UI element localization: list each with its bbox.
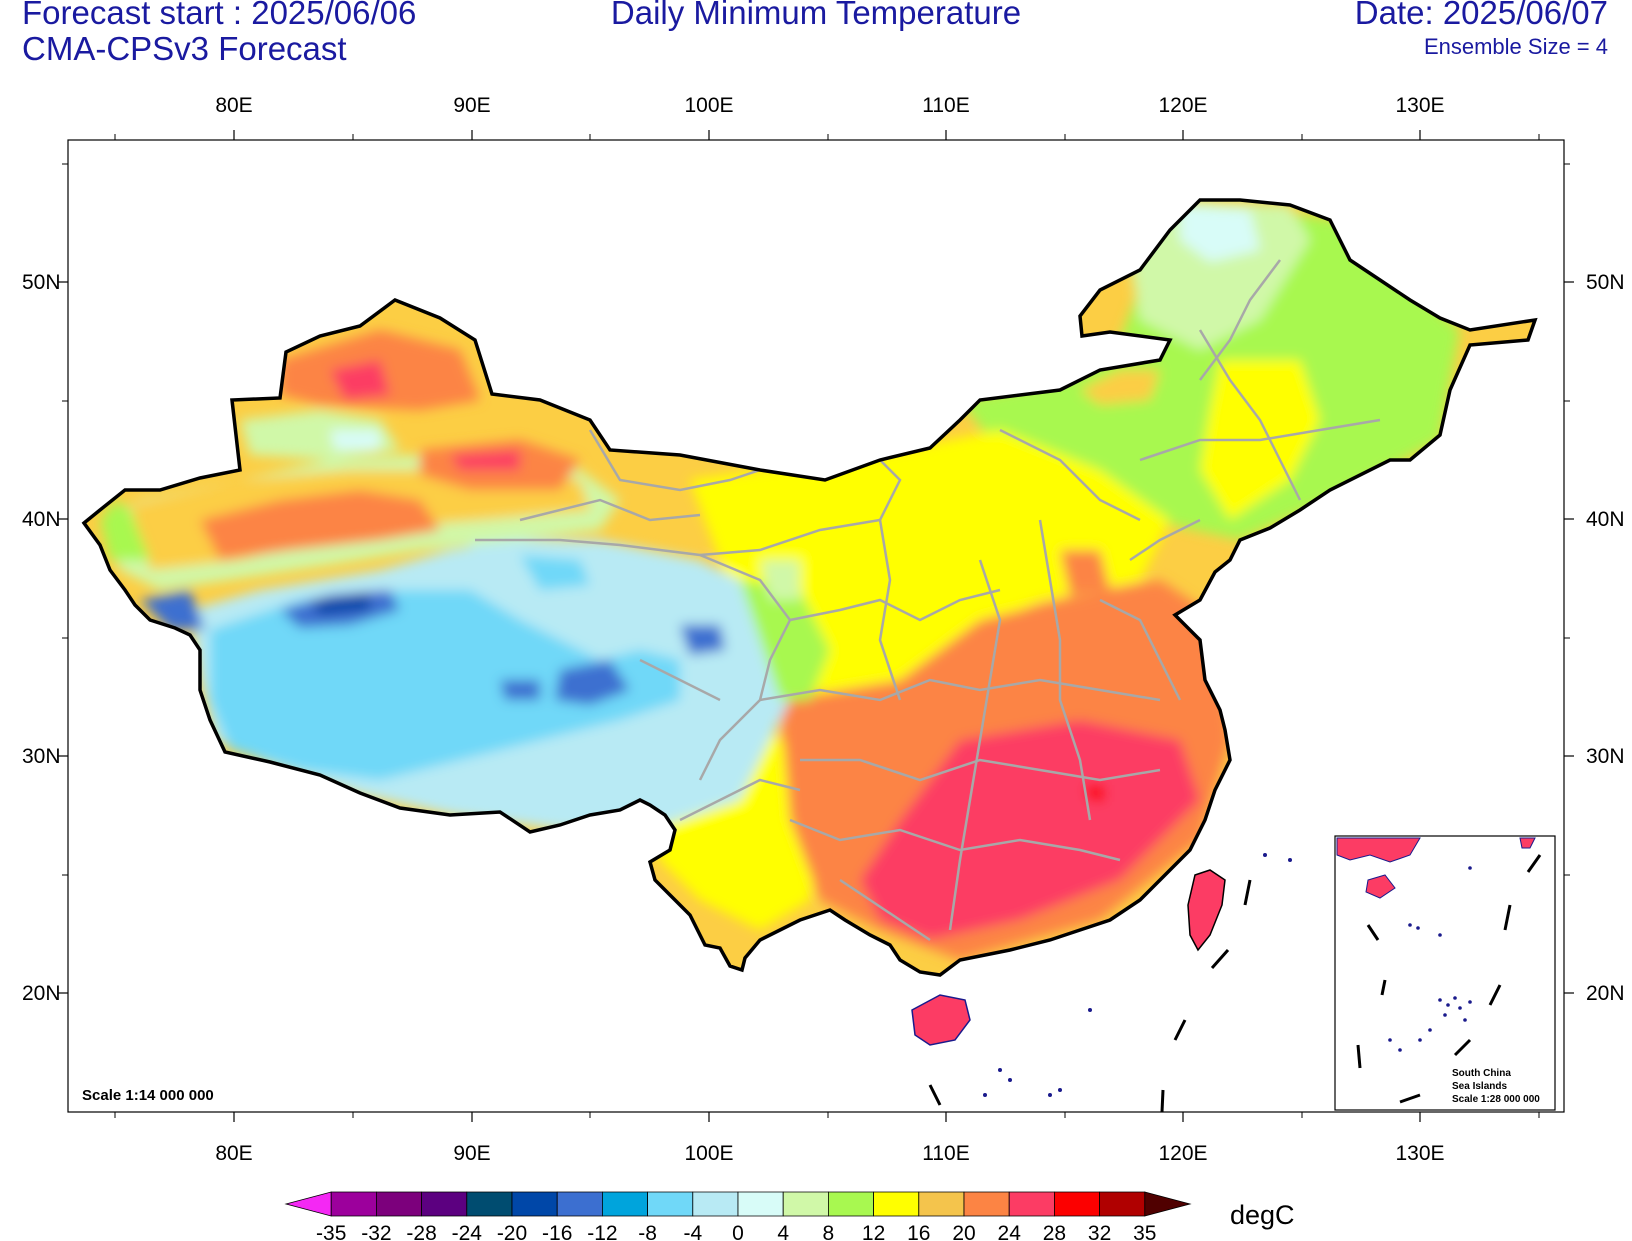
axis-ticks: 80E 80E 90E 90E 100E 100E 110E 110E 120E 120E 130E… (22, 94, 1625, 1165)
colorbar-swatch (602, 1191, 648, 1217)
colorbar-tick-label: 4 (777, 1222, 789, 1241)
lat-label-right: 40N (1586, 508, 1625, 531)
colorbar-unit: degC (1230, 1200, 1295, 1230)
province-boundaries (475, 259, 1381, 942)
colorbar-swatch (1099, 1191, 1146, 1217)
scale-label: Scale 1:14 000 000 (82, 1087, 214, 1104)
lat-label-left: 50N (22, 271, 61, 294)
colorbar-tick-label: -32 (361, 1222, 391, 1241)
colorbar-swatch (376, 1191, 422, 1217)
model-label: CMA-CPSv3 Forecast (22, 30, 347, 67)
colorbar-swatch (466, 1191, 513, 1217)
colorbar-tick-label: -16 (542, 1222, 572, 1241)
lat-label-right: 20N (1586, 982, 1625, 1005)
forecast-start-label: Forecast start : 2025/06/06 (22, 0, 417, 31)
colorbar-tick-label: 32 (1088, 1222, 1111, 1241)
colorbar-swatch (284, 1191, 332, 1217)
lat-label-right: 30N (1586, 745, 1625, 768)
colorbar-swatch (918, 1191, 965, 1217)
colorbar-tick-label: -4 (683, 1222, 702, 1241)
inset-label-line-2: Sea Islands (1452, 1081, 1507, 1092)
colorbar-swatch (556, 1191, 603, 1217)
colorbar-tick-label: 12 (862, 1222, 885, 1241)
map-title: Daily Minimum Temperature (610, 0, 1022, 31)
colorbar-tick-label: 35 (1133, 1222, 1156, 1241)
colorbar-swatch (1008, 1191, 1055, 1217)
colorbar-tick-label: 24 (998, 1222, 1022, 1241)
lon-label-bottom: 130E (1395, 1142, 1444, 1165)
colorbar: -35 -32 -28 -24 -20 -16 -12 -8 -4 0 4 8 12 16 20 24 28 32… (284, 1191, 1192, 1241)
colorbar-swatch (421, 1191, 468, 1217)
colorbar-swatch (782, 1191, 829, 1217)
valid-date-label: Date: 2025/06/07 (1354, 0, 1608, 31)
islands (983, 853, 1292, 1097)
lat-label-right: 50N (1586, 271, 1625, 294)
colorbar-tick-label: -8 (638, 1222, 657, 1241)
colorbar-swatch (1144, 1191, 1192, 1217)
colorbar-tick-label: 20 (952, 1222, 975, 1241)
china-border (81, 198, 1538, 977)
colorbar-swatch (647, 1191, 694, 1217)
colorbar-swatch (873, 1191, 920, 1217)
colorbar-swatch (828, 1191, 874, 1217)
lat-label-left: 40N (22, 508, 61, 531)
colorbar-tick-label: -24 (452, 1222, 483, 1241)
inset-label-line-3: Scale 1:28 000 000 (1452, 1094, 1540, 1105)
lon-label-bottom: 90E (453, 1142, 490, 1165)
taiwan (1187, 869, 1226, 952)
inset-label-line-1: South China (1452, 1068, 1511, 1079)
colorbar-tick-label: 28 (1043, 1222, 1066, 1241)
colorbar-tick-label: -12 (587, 1222, 617, 1241)
lon-label-top: 100E (684, 94, 733, 117)
lon-label-top: 90E (453, 94, 490, 117)
colorbar-swatch (963, 1191, 1010, 1217)
lon-label-top: 130E (1395, 94, 1444, 117)
ensemble-size-label: Ensemble Size = 4 (1423, 34, 1608, 59)
maritime-boundary-dashes (928, 879, 1252, 1113)
lon-label-bottom: 120E (1158, 1142, 1207, 1165)
colorbar-tick-label: -20 (497, 1222, 527, 1241)
hainan (911, 994, 971, 1046)
lon-label-top: 110E (922, 94, 970, 117)
colorbar-tick-label: -28 (406, 1222, 436, 1241)
colorbar-tick-label: 16 (907, 1222, 930, 1241)
colorbar-tick-label: -35 (316, 1222, 346, 1241)
lat-label-left: 20N (22, 982, 61, 1005)
lon-label-bottom: 80E (215, 1142, 252, 1165)
colorbar-tick-label: 0 (732, 1222, 744, 1241)
lon-label-bottom: 110E (922, 1142, 970, 1165)
lat-label-left: 30N (22, 745, 61, 768)
colorbar-swatch (511, 1191, 558, 1217)
south-china-sea-inset: South China Sea Islands Scale 1:28 000 0… (1334, 835, 1556, 1111)
colorbar-swatch (330, 1191, 377, 1217)
colorbar-swatch (692, 1191, 739, 1217)
colorbar-swatch (1054, 1191, 1100, 1217)
colorbar-tick-label: 8 (823, 1222, 835, 1241)
colorbar-swatch (737, 1191, 784, 1217)
lon-label-bottom: 100E (684, 1142, 733, 1165)
lon-label-top: 80E (215, 94, 252, 117)
lon-label-top: 120E (1158, 94, 1207, 117)
